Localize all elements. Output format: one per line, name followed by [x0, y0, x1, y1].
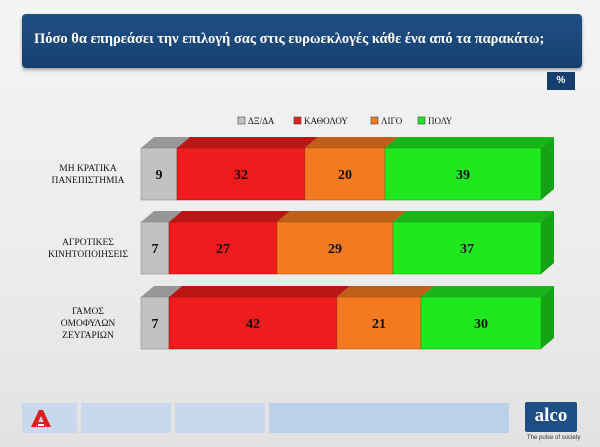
bar-top-face — [277, 211, 406, 222]
bar-segment: 37 — [392, 211, 554, 275]
legend-label: ΠΟΛΥ — [428, 116, 453, 126]
category-label: ΓΑΜΟΣ ΟΜΟΦΥΛΩΝ ΖΕΥΓΑΡΙΩΝ — [61, 307, 116, 341]
bar-segment: 39 — [384, 137, 554, 201]
category-label-line: ΖΕΥΓΑΡΙΩΝ — [62, 331, 114, 341]
footer-strip-block — [175, 403, 265, 433]
page-title: Πόσο θα επηρεάσει την επιλογή σας στις ε… — [34, 31, 545, 47]
bar-side-face — [541, 137, 554, 200]
bar-front-face — [168, 221, 278, 275]
bar-side-face — [541, 286, 554, 349]
bar-top-face — [169, 286, 350, 297]
category-label: ΜΗ ΚΡΑΤΙΚΑ ΠΑΝΕΠΙΣΤΗΜΙΑ — [51, 164, 124, 186]
bar-front-face — [140, 147, 178, 201]
data-label: 37 — [460, 242, 474, 257]
legend-swatch — [417, 116, 426, 125]
category-label: ΑΓΡΟΤΙΚΕΣ ΚΙΝΗΤΟΠΟΙΗΣΕΙΣ — [48, 238, 128, 260]
bar-segment: 27 — [168, 211, 290, 275]
data-label: 7 — [152, 242, 159, 257]
bar-top-face — [305, 137, 398, 148]
data-label: 42 — [246, 317, 260, 332]
bar-segment: 32 — [176, 137, 318, 201]
footer-strip — [22, 403, 522, 433]
bar-top-face — [141, 137, 190, 148]
footer-strip-block — [81, 403, 171, 433]
bar-segment: 7 — [140, 211, 182, 275]
legend-label: ΛΙΓΟ — [381, 116, 403, 126]
footer-strip-block — [22, 403, 77, 433]
data-label: 32 — [234, 168, 248, 183]
bar-top-face — [421, 286, 554, 297]
category-label-line: ΑΓΡΟΤΙΚΕΣ — [62, 238, 114, 248]
channel-logo-icon — [31, 410, 51, 427]
category-label-line: ΟΜΟΦΥΛΩΝ — [61, 319, 116, 329]
bar-top-face — [141, 211, 182, 222]
bar-top-face — [385, 137, 554, 148]
data-label: 30 — [474, 317, 488, 332]
data-label: 20 — [338, 168, 352, 183]
bar-front-face — [304, 147, 386, 201]
data-label: 29 — [328, 242, 342, 257]
brand-tagline: The pulse of society — [527, 435, 581, 441]
unit-badge: % — [547, 72, 575, 90]
bar-top-face — [141, 286, 182, 297]
bar-segment: 29 — [276, 211, 406, 275]
brand-logo: alco — [525, 402, 577, 432]
bar-top-face — [177, 137, 318, 148]
bar-front-face — [168, 296, 338, 350]
legend-label: ΚΑΘΟΛΟΥ — [304, 116, 348, 126]
bar-segment: 42 — [168, 286, 350, 350]
bar-top-face — [393, 211, 554, 222]
category-label-line: ΜΗ ΚΡΑΤΙΚΑ — [59, 164, 117, 174]
category-label-line: ΠΑΝΕΠΙΣΤΗΜΙΑ — [51, 176, 124, 186]
category-label-line: ΓΑΜΟΣ — [72, 307, 104, 317]
legend-swatch — [237, 116, 246, 125]
bar-segment: 21 — [336, 286, 434, 350]
bar-front-face — [176, 147, 306, 201]
data-label: 27 — [216, 242, 230, 257]
footer-strip-block — [269, 403, 509, 433]
stacked-bar-chart: ΔΞ/ΔΑ ΚΑΘΟΛΟΥ ΛΙΓΟ ΠΟΛΥ ΜΗ ΚΡΑΤΙΚΑ ΠΑΝΕΠΙΣΤΗΜ… — [48, 116, 554, 350]
legend-swatch — [370, 116, 379, 125]
title-bar: Πόσο θα επηρεάσει την επιλογή σας στις ε… — [22, 14, 582, 68]
data-label: 21 — [372, 317, 386, 332]
data-label: 39 — [456, 168, 470, 183]
bar-top-face — [337, 286, 434, 297]
bar-segment: 30 — [420, 286, 554, 350]
bar-side-face — [541, 211, 554, 274]
bar-segment: 20 — [304, 137, 398, 201]
legend-label: ΔΞ/ΔΑ — [248, 116, 275, 126]
bar-front-face — [420, 296, 542, 350]
bar-front-face — [336, 296, 422, 350]
bar-front-face — [276, 221, 394, 275]
data-label: 9 — [156, 168, 163, 183]
legend-swatch — [293, 116, 302, 125]
category-label-line: ΚΙΝΗΤΟΠΟΙΗΣΕΙΣ — [48, 250, 128, 260]
bar-top-face — [169, 211, 290, 222]
bar-segment: 9 — [140, 137, 190, 201]
bar-front-face — [140, 221, 170, 275]
data-label: 7 — [152, 317, 159, 332]
bar-front-face — [392, 221, 542, 275]
bar-front-face — [384, 147, 542, 201]
legend: ΔΞ/ΔΑ ΚΑΘΟΛΟΥ ΛΙΓΟ ΠΟΛΥ — [237, 116, 453, 126]
